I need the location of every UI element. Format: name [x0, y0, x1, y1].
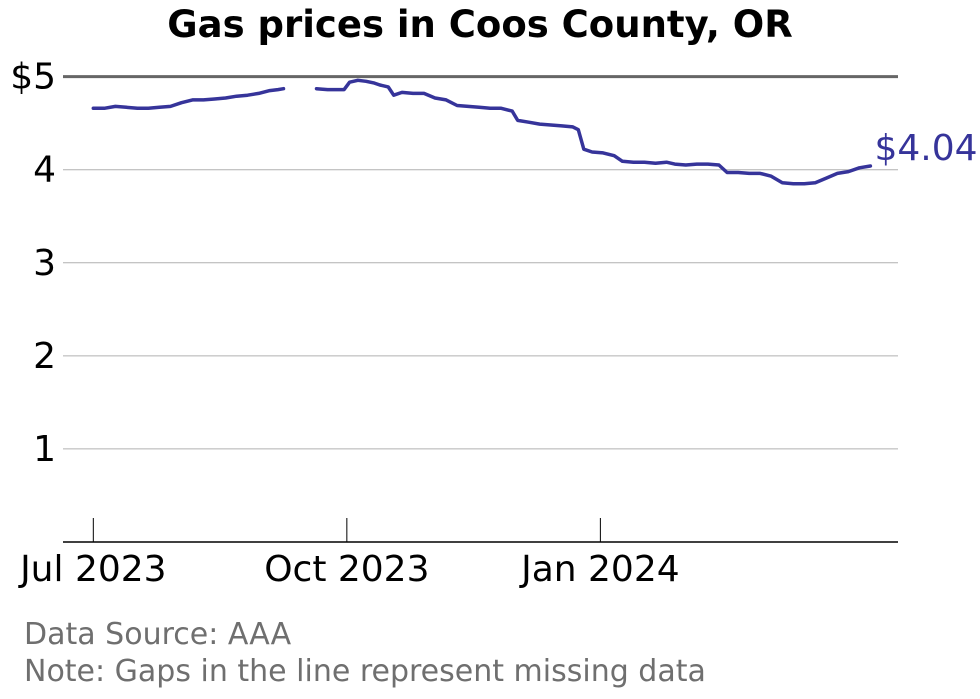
grid-lines [63, 75, 898, 450]
x-tick-label: Oct 2023 [264, 549, 429, 590]
y-tick-label: 4 [33, 150, 56, 191]
series-lines [91, 78, 873, 186]
y-tick-label: 3 [33, 243, 56, 284]
tick-labels: 1 2 3 4 $5 Jul 2023 Oct 2023 Jan 2024 $4.04 [10, 57, 977, 590]
x-tick-label: Jul 2023 [18, 549, 167, 590]
price-line-segment [314, 78, 873, 186]
x-axis [63, 518, 898, 543]
y-tick-label: 1 [33, 429, 56, 470]
last-value-label: $4.04 [874, 128, 977, 169]
missing-data-note: Note: Gaps in the line represent missing… [24, 654, 706, 689]
price-line-segment [91, 86, 286, 111]
chart-title: Gas prices in Coos County, OR [167, 3, 793, 46]
data-source-note: Data Source: AAA [24, 617, 292, 652]
y-tick-label: $5 [10, 57, 56, 98]
x-tick-label: Jan 2024 [519, 549, 680, 590]
y-tick-label: 2 [33, 336, 56, 377]
